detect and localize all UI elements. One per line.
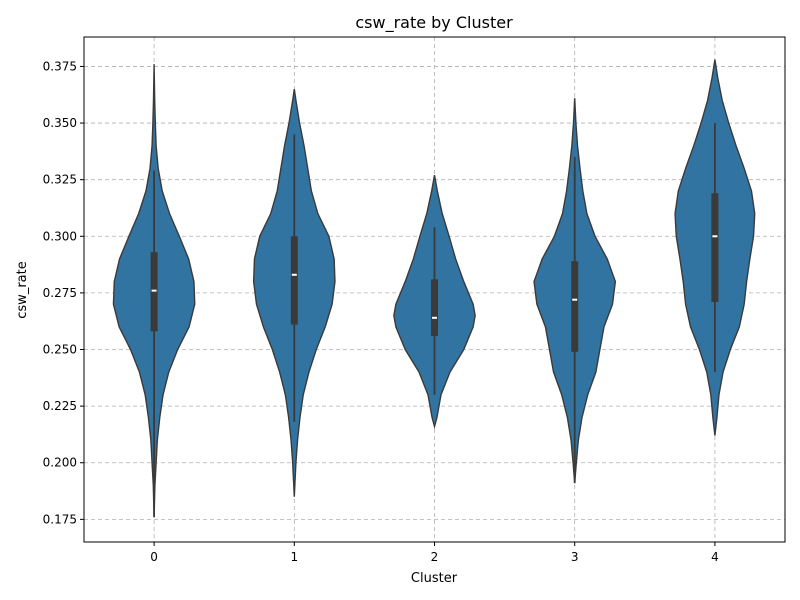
y-tick-label: 0.250 — [43, 343, 77, 357]
y-tick-label: 0.325 — [43, 173, 77, 187]
y-tick-label: 0.375 — [43, 59, 77, 73]
violin-cluster-4 — [674, 59, 756, 436]
violin-cluster-3 — [533, 98, 617, 484]
violin-cluster-0 — [112, 64, 196, 518]
violin-iqr-box — [431, 279, 438, 336]
chart-title: csw_rate by Cluster — [355, 13, 513, 33]
x-tick-label: 3 — [571, 550, 579, 564]
violin-median — [291, 273, 297, 276]
y-tick-label: 0.275 — [43, 286, 77, 300]
violin-iqr-box — [150, 252, 158, 332]
violin-iqr-box — [711, 193, 719, 302]
violin-median — [712, 235, 718, 238]
x-tick-label: 2 — [431, 550, 439, 564]
x-axis-label: Cluster — [411, 571, 458, 586]
x-axis: 0 1 2 3 4 — [150, 542, 719, 564]
violin-cluster-2 — [393, 175, 476, 430]
y-tick-label: 0.200 — [43, 456, 77, 470]
violin-median — [432, 316, 437, 319]
y-axis-label: csw_rate — [15, 261, 30, 318]
y-tick-label: 0.300 — [43, 229, 77, 243]
violins — [112, 59, 756, 518]
violin-median — [572, 298, 578, 301]
y-axis: 0.175 0.200 0.225 0.250 0.275 0.300 0.325 0.350… — [43, 59, 84, 526]
x-tick-label: 4 — [711, 550, 719, 564]
x-tick-label: 0 — [150, 550, 158, 564]
y-tick-label: 0.350 — [43, 116, 77, 130]
violin-median — [151, 289, 157, 292]
violin-cluster-1 — [252, 88, 336, 497]
violin-iqr-box — [571, 261, 579, 352]
y-tick-label: 0.225 — [43, 399, 77, 413]
y-tick-label: 0.175 — [43, 512, 77, 526]
violin-iqr-box — [290, 236, 298, 325]
x-tick-label: 1 — [290, 550, 298, 564]
